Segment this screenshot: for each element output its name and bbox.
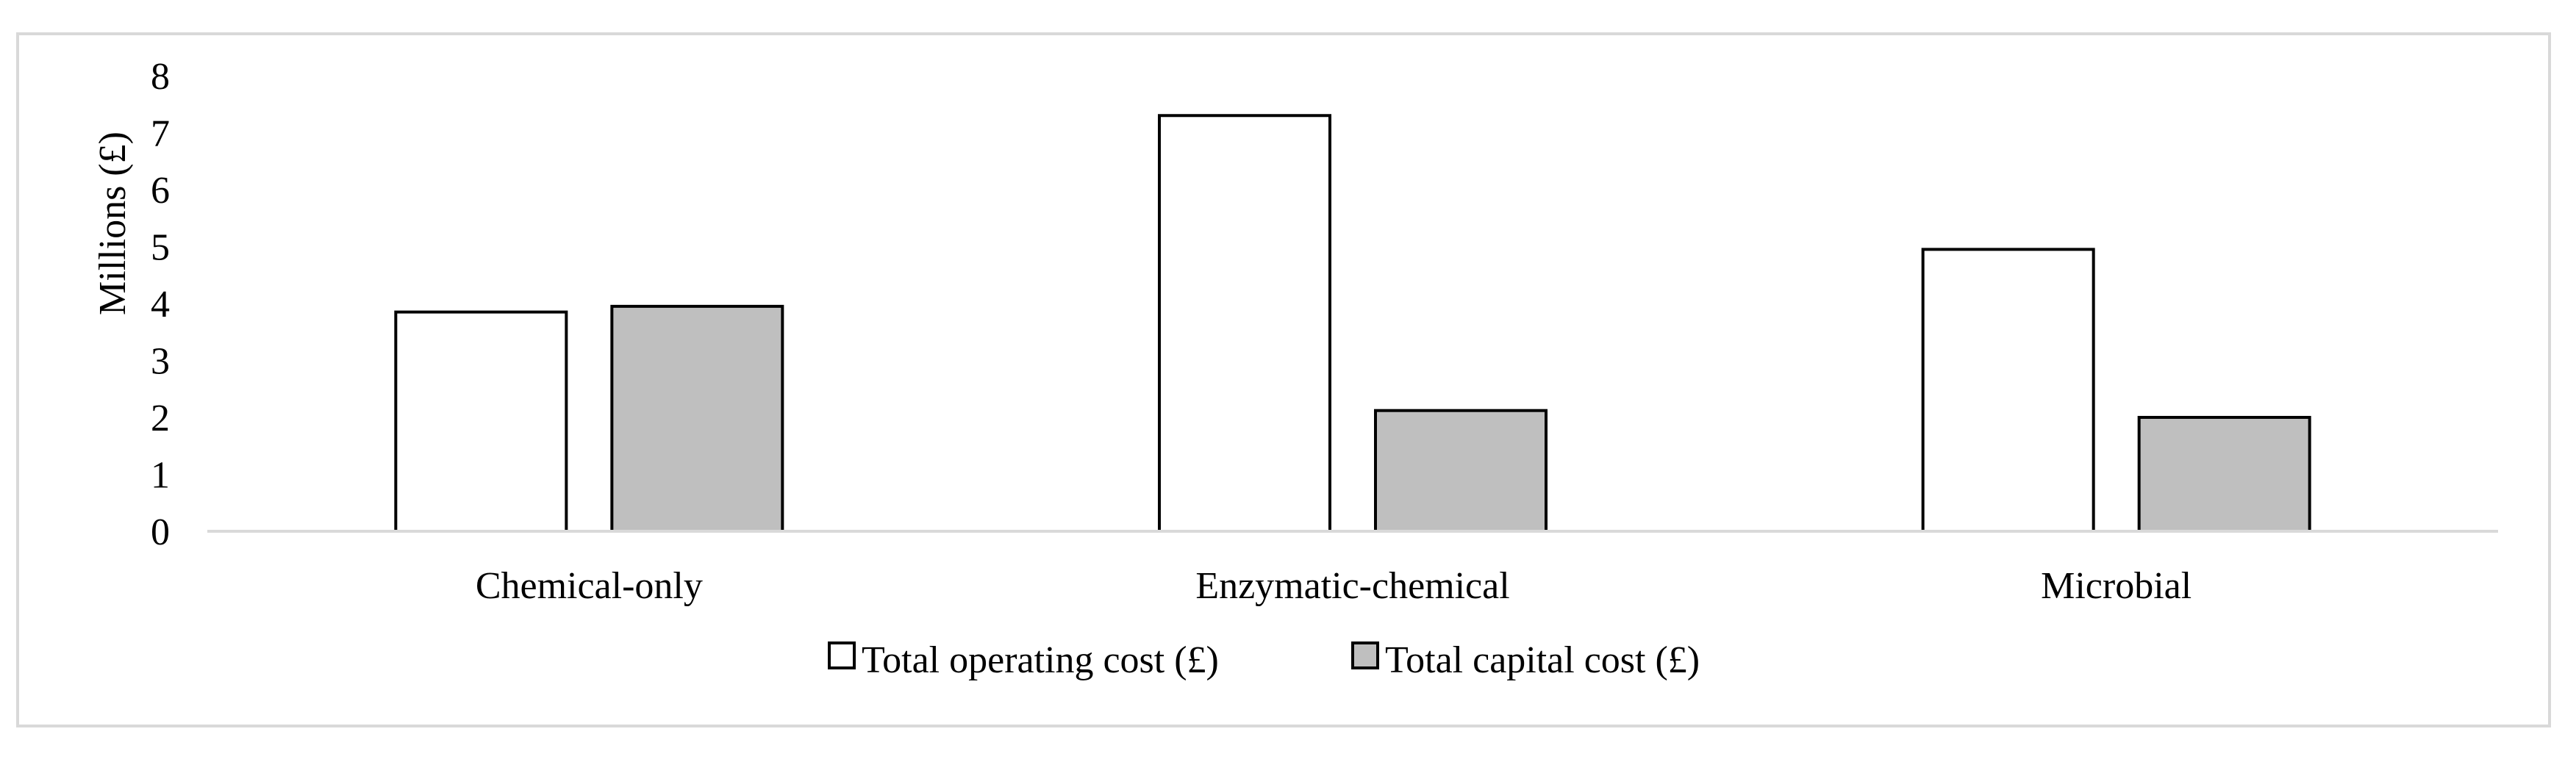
legend-swatch: [828, 641, 856, 669]
x-tick-label: Enzymatic-chemical: [1195, 565, 1509, 607]
x-tick-label: Microbial: [2041, 565, 2192, 607]
y-tick-label: 5: [151, 227, 170, 269]
bar-operating-cost: [394, 310, 568, 533]
y-tick-label: 3: [151, 341, 170, 383]
legend: Total operating cost (£) Total capital co…: [828, 639, 1700, 681]
y-tick-label: 0: [151, 511, 170, 553]
y-tick-label: 2: [151, 398, 170, 439]
legend-swatch: [1351, 641, 1379, 669]
bar-operating-cost: [1158, 114, 1331, 533]
y-axis-title: Millions (£): [92, 132, 134, 315]
bar-capital-cost: [2137, 416, 2311, 533]
legend-label: Total operating cost (£): [862, 639, 1219, 681]
bar-operating-cost: [1921, 248, 2095, 533]
y-axis-ticks: 0 1 2 3 4 5 6 7 8: [151, 56, 170, 553]
bars: [394, 114, 2311, 533]
y-tick-label: 7: [151, 113, 170, 155]
y-tick-label: 8: [151, 56, 170, 98]
x-tick-label: Chemical-only: [476, 565, 703, 607]
y-tick-label: 6: [151, 170, 170, 212]
bar-capital-cost: [1374, 409, 1548, 533]
y-tick-label: 1: [151, 455, 170, 497]
bar-capital-cost: [610, 304, 784, 533]
y-tick-label: 4: [151, 284, 170, 326]
legend-label: Total capital cost (£): [1385, 639, 1700, 681]
x-axis-tick-labels: Chemical-only Enzymatic-chemical Microbial: [476, 565, 2192, 607]
